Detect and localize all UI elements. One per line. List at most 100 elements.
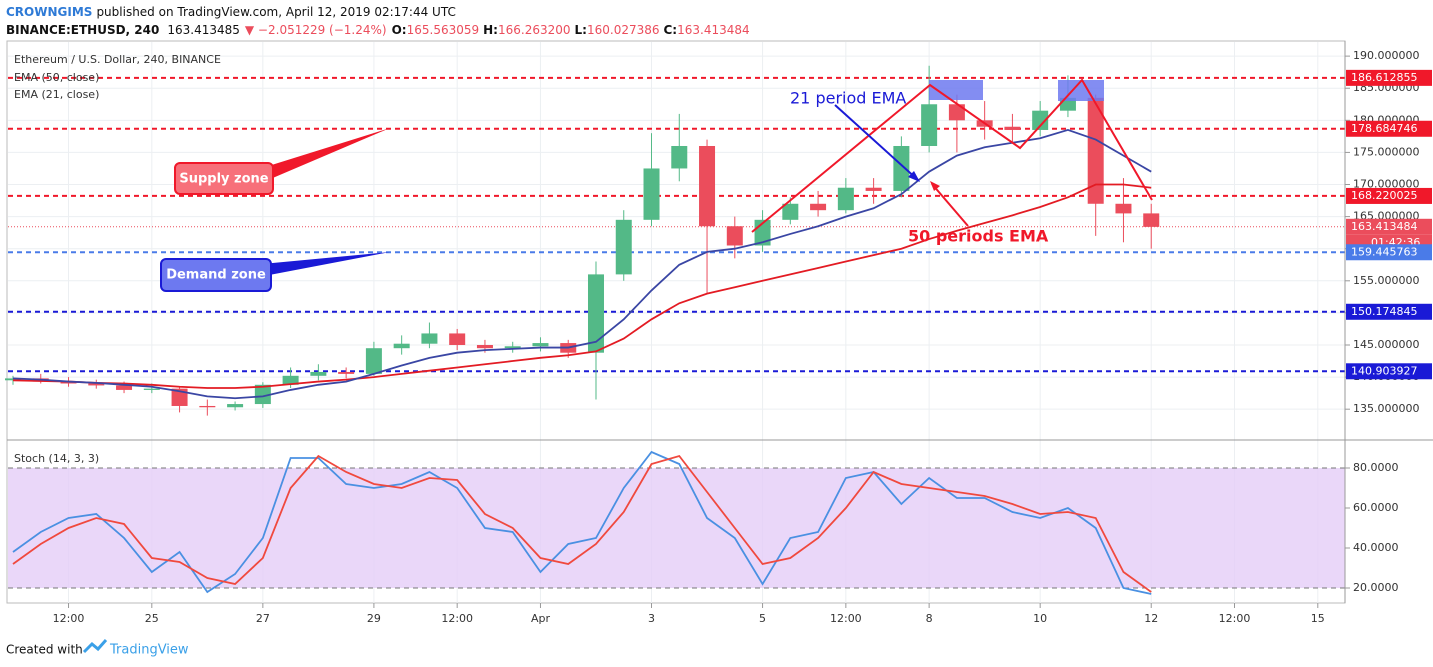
candle-body (143, 388, 160, 390)
symbol-line: BINANCE:ETHUSD, 240 163.413485 ▼ −2.051229… (6, 23, 750, 37)
candle-body (948, 104, 965, 121)
drawings: Supply zone Demand zone 21 period EMA 50… (160, 78, 1153, 292)
plot-layer (4, 42, 1345, 603)
y-tick-label: 155.000000 (1353, 274, 1419, 287)
ohlc-label: L: (575, 23, 587, 37)
top-box (1058, 80, 1104, 101)
y-tick-label: 80.0000 (1353, 461, 1399, 474)
y-tick-label: 135.000000 (1353, 402, 1419, 415)
top-box (929, 80, 983, 100)
arrow (834, 104, 919, 181)
candle-body (476, 344, 493, 349)
y-tick-label: 20.0000 (1353, 581, 1399, 594)
x-tick-label: 27 (256, 612, 270, 625)
candle-body (4, 378, 21, 381)
candle-body (532, 343, 549, 347)
y-tick-label: 190.000000 (1353, 49, 1419, 62)
candle-body (615, 219, 632, 275)
candle-body (1032, 110, 1049, 130)
candle-body (671, 145, 688, 169)
annotation: 21 period EMA (790, 89, 906, 108)
candle-body (837, 187, 854, 211)
arrow-head (908, 171, 920, 182)
candle-body (504, 346, 521, 349)
level-label-bg (1346, 244, 1432, 261)
level-label-bg (1346, 187, 1432, 204)
x-tick-label: 12:00 (53, 612, 85, 625)
candle-body (199, 405, 216, 408)
candle-body (88, 383, 105, 386)
x-tick-label: 8 (926, 612, 933, 625)
level-label: 163.413484 (1351, 220, 1417, 233)
candle-body (365, 348, 382, 374)
level-label: 178.684746 (1351, 122, 1417, 135)
ohlc-value: 166.263200 (498, 23, 571, 37)
series-line (12, 183, 1152, 389)
candle-body (338, 371, 355, 374)
callout-box (160, 258, 272, 292)
level-label: 140.903927 (1351, 364, 1417, 377)
candle-body (643, 168, 660, 220)
candle-body (393, 343, 410, 349)
callout-pointer (262, 252, 390, 276)
arrow (931, 183, 969, 227)
author: CROWNGIMS (6, 5, 92, 19)
y-tick-label: 170.000000 (1353, 178, 1419, 191)
level-label: 150.174845 (1351, 305, 1417, 318)
x-tick-label: 12:00 (830, 612, 862, 625)
candle-body (1004, 126, 1021, 130)
publish-line: CROWNGIMS published on TradingView.com, A… (6, 5, 456, 19)
x-tick-label: 12:00 (1219, 612, 1251, 625)
y-tick-label: 175.000000 (1353, 145, 1419, 158)
ohlc-label: C: (664, 23, 678, 37)
last-price: 163.413485 (167, 23, 240, 37)
x-tick-label: Apr (531, 612, 551, 625)
published: published on TradingView.com, April 12, … (96, 5, 455, 19)
stoch-band (8, 468, 1345, 588)
legend-entry: EMA (21, close) (14, 88, 99, 101)
candle-body (726, 226, 743, 246)
stoch-title: Stoch (14, 3, 3) (14, 452, 99, 465)
footer-brand: TradingView (109, 643, 189, 658)
x-tick-label: 15 (1311, 612, 1325, 625)
candle-body (421, 333, 438, 344)
arrow-head (930, 181, 940, 191)
candle-body (171, 388, 188, 406)
series-line (12, 454, 1152, 593)
candle-body (587, 274, 604, 353)
ohlc-value: 163.413484 (677, 23, 750, 37)
candle-body (810, 203, 827, 211)
annotation: Supply zone (179, 172, 268, 187)
level-label-bg (1346, 218, 1432, 235)
legend-entry: EMA (50, close) (14, 71, 99, 84)
level-label-bg (1346, 363, 1432, 380)
candle-body (449, 333, 466, 345)
level-label-bg (1346, 120, 1432, 137)
candle-body (310, 371, 327, 376)
series-line (12, 128, 1152, 400)
change: ▼ −2.051229 (−1.24%) (245, 23, 387, 37)
symbol: BINANCE:ETHUSD, 240 (6, 23, 159, 37)
candle-body (865, 187, 882, 191)
candle-body (893, 145, 910, 191)
y-tick-label: 145.000000 (1353, 338, 1419, 351)
x-tick-label: 3 (648, 612, 655, 625)
chart-title: Ethereum / U.S. Dollar, 240, BINANCE (14, 53, 221, 66)
x-tick-label: 5 (759, 612, 766, 625)
annotation: Demand zone (166, 268, 266, 283)
level-label: 168.220025 (1351, 189, 1417, 202)
candle-body (60, 381, 77, 384)
x-tick-label: 12 (1144, 612, 1158, 625)
candle-body (699, 145, 716, 227)
x-tick-label: 29 (367, 612, 381, 625)
candle-body (1087, 97, 1104, 204)
level-label-bg (1346, 303, 1432, 320)
x-tick-label: 10 (1033, 612, 1047, 625)
x-tick-label: 25 (145, 612, 159, 625)
level-label-bg (1346, 69, 1432, 86)
footer-text: Created with (6, 643, 83, 657)
candle-body (921, 104, 938, 146)
ohlc-label: O: (392, 23, 407, 37)
candle-body (116, 385, 133, 390)
